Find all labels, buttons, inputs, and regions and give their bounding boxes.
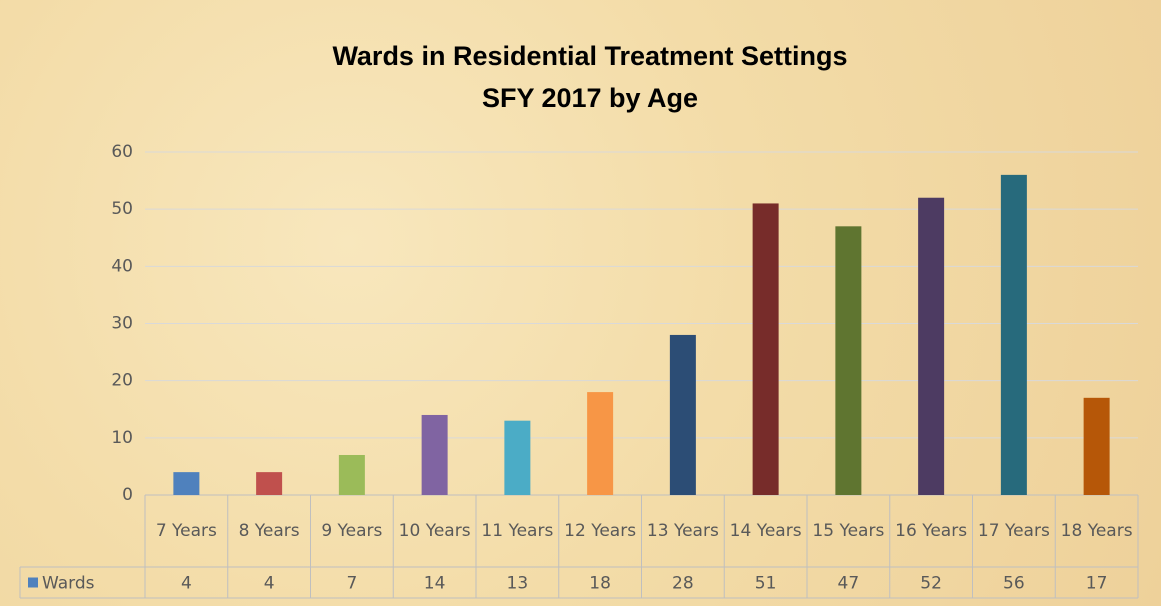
- x-tick-label: 11 Years: [481, 521, 554, 541]
- x-tick-label-cell: 12 Years: [564, 521, 637, 541]
- table-value: 52: [920, 574, 942, 594]
- x-tick-label: 10 Years: [398, 521, 471, 541]
- bar: [918, 197, 945, 495]
- table-value: 17: [1086, 574, 1108, 594]
- x-tick-label: 17 Years: [977, 521, 1050, 541]
- x-tick-label: 9 Years: [321, 521, 383, 541]
- table-value: 18: [589, 574, 611, 594]
- x-tick-label: 12 Years: [564, 521, 637, 541]
- x-tick-label-cell: 16 Years: [895, 521, 968, 541]
- x-tick-label-cell: 17 Years: [977, 521, 1050, 541]
- bar: [1000, 174, 1027, 495]
- x-tick-label-cell: 9 Years: [321, 521, 383, 541]
- bar: [835, 226, 862, 496]
- y-tick-label: 50: [111, 199, 133, 219]
- bar: [669, 334, 696, 495]
- x-tick-label-cell: 10 Years: [398, 521, 471, 541]
- x-tick-label: 7 Years: [155, 521, 217, 541]
- bar: [752, 203, 779, 495]
- bar: [1083, 397, 1110, 495]
- x-tick-label: 18 Years: [1060, 521, 1133, 541]
- y-tick-label: 0: [122, 485, 133, 505]
- table-value: 13: [507, 574, 529, 594]
- y-tick-label: 20: [111, 371, 133, 391]
- y-tick-label: 30: [111, 314, 133, 334]
- bar: [173, 472, 200, 495]
- table-value: 4: [264, 574, 275, 594]
- chart-subtitle: SFY 2017 by Age: [482, 83, 698, 113]
- x-tick-label: 16 Years: [895, 521, 968, 541]
- x-tick-label-cell: 7 Years: [155, 521, 217, 541]
- x-tick-label: 13 Years: [646, 521, 719, 541]
- x-tick-label-cell: 15 Years: [812, 521, 885, 541]
- bar: [504, 420, 531, 495]
- x-tick-label-cell: 14 Years: [729, 521, 802, 541]
- bar: [256, 472, 283, 495]
- table-value: 7: [346, 574, 357, 594]
- y-tick-label: 60: [111, 142, 133, 162]
- x-tick-label: 14 Years: [729, 521, 802, 541]
- x-tick-label: 15 Years: [812, 521, 885, 541]
- legend-label: Wards: [42, 574, 95, 594]
- x-tick-label: 8 Years: [238, 521, 300, 541]
- x-tick-label-cell: 8 Years: [238, 521, 300, 541]
- legend-key: [28, 577, 38, 588]
- bar: [338, 454, 365, 495]
- table-value: 14: [424, 574, 446, 594]
- table-value: 47: [838, 574, 860, 594]
- bar: [587, 392, 614, 495]
- bar: [421, 414, 448, 495]
- table-value: 51: [755, 574, 777, 594]
- table-value: 4: [181, 574, 192, 594]
- table-value: 28: [672, 574, 694, 594]
- y-tick-label: 40: [111, 256, 133, 276]
- chart-title: Wards in Residential Treatment Settings: [332, 41, 847, 71]
- table-value: 56: [1003, 574, 1025, 594]
- x-tick-label-cell: 18 Years: [1060, 521, 1133, 541]
- y-tick-label: 10: [111, 428, 133, 448]
- x-tick-label-cell: 13 Years: [646, 521, 719, 541]
- x-tick-label-cell: 11 Years: [481, 521, 554, 541]
